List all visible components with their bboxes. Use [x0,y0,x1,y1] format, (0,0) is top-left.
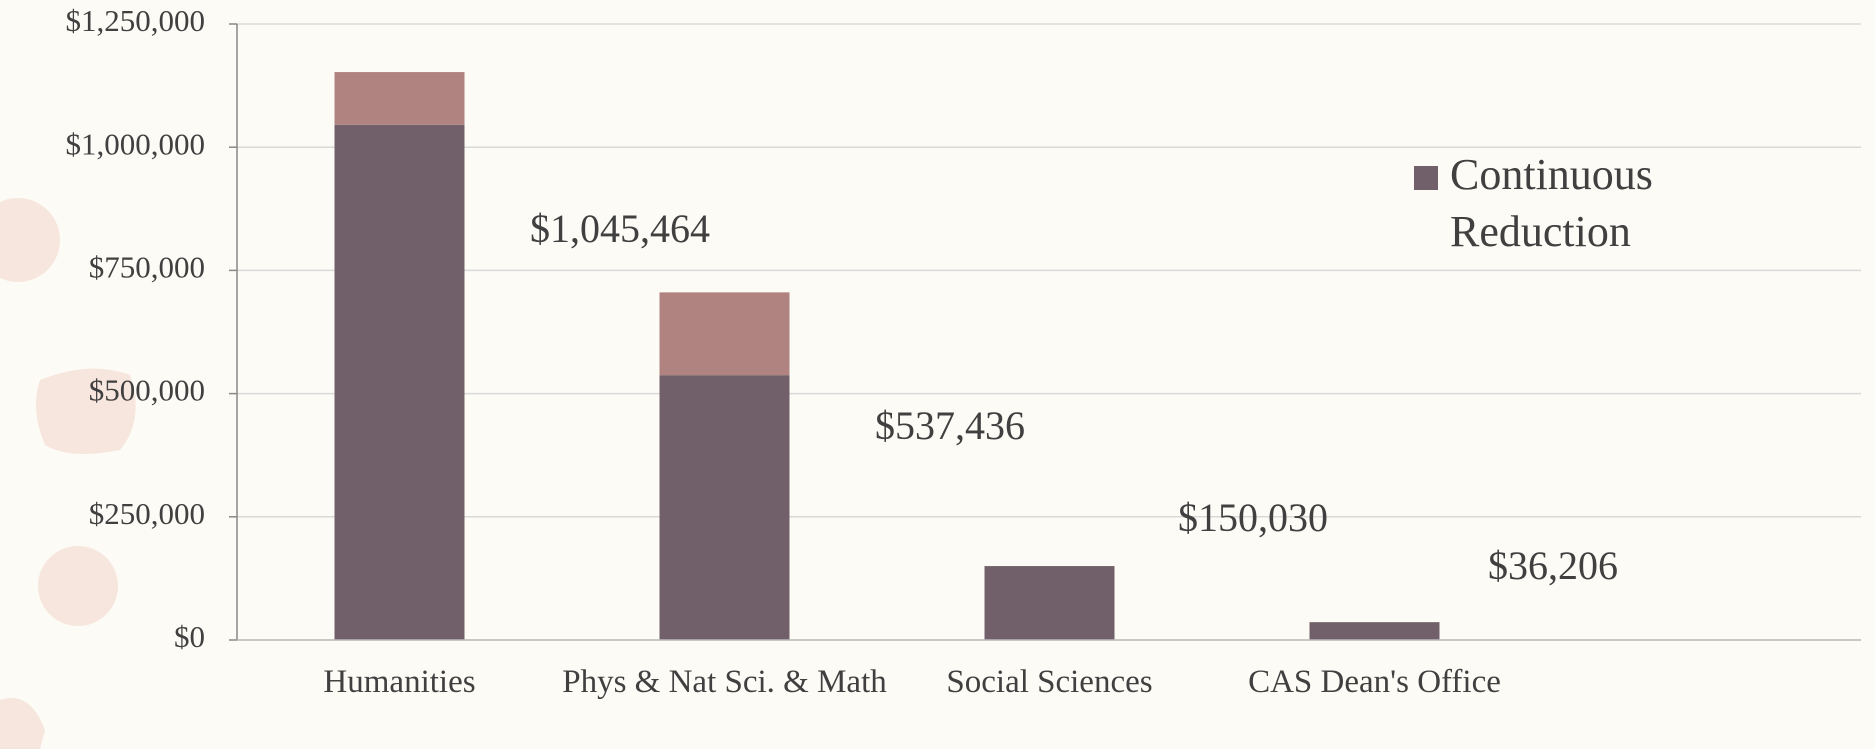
x-tick-label: Humanities [323,664,476,700]
legend-label-box: Continuous Reduction [1450,150,1653,257]
data-label: $150,030 [1178,495,1328,540]
y-tick-label: $750,000 [89,250,205,285]
y-tick-label: $500,000 [89,373,205,408]
legend-label: Continuous Reduction [1450,150,1653,257]
data-label: $1,045,464 [530,206,710,251]
data-label: $36,206 [1488,543,1618,588]
bar-segment [1309,622,1440,640]
legend-swatch [1414,166,1438,190]
bar-segment [984,566,1115,640]
x-tick-label: Phys & Nat Sci. & Math [562,664,887,700]
x-tick-label: CAS Dean's Office [1248,664,1501,700]
x-tick-label-box: Humanities [323,664,476,700]
data-label: $537,436 [875,403,1025,448]
x-tick-label-box: Social Sciences [946,664,1153,700]
x-tick-label-box: CAS Dean's Office [1248,664,1501,700]
y-tick-label: $1,250,000 [66,3,206,38]
y-tick-label: $1,000,000 [66,126,206,161]
bar-segment [659,292,790,376]
x-tick-label: Social Sciences [946,664,1153,700]
x-tick-label-box: Phys & Nat Sci. & Math [562,664,887,700]
bar-segment [334,72,465,125]
bar-segment [334,124,465,640]
bar-segment [659,375,790,640]
y-tick-label: $250,000 [89,496,205,531]
y-tick-label: $0 [174,619,205,654]
decoration [0,198,136,749]
